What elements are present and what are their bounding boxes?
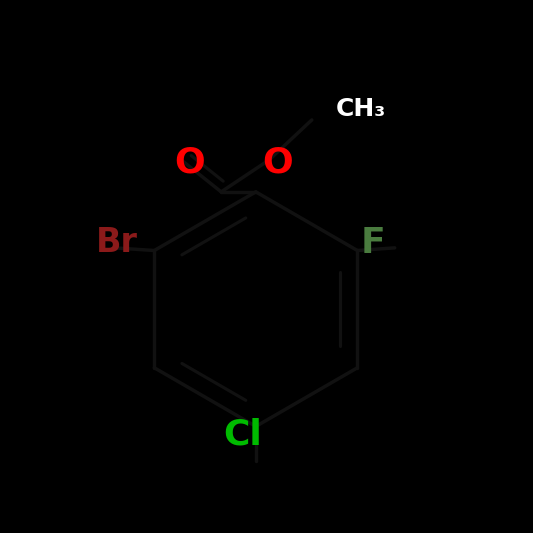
Text: CH₃: CH₃ (336, 97, 386, 122)
Text: F: F (361, 225, 385, 260)
Text: Cl: Cl (223, 417, 262, 451)
Text: O: O (262, 146, 293, 180)
Text: O: O (174, 146, 205, 180)
Text: Br: Br (96, 226, 138, 259)
